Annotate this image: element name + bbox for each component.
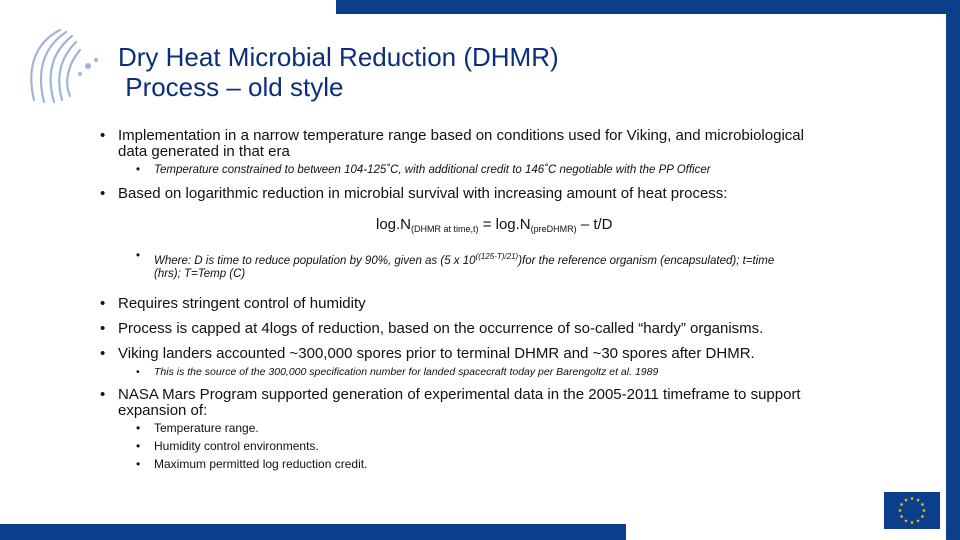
eu-star-icon [904, 518, 908, 523]
bullet-implementation: • Implementation in a narrow temperature… [100, 127, 804, 160]
title-line-1: Dry Heat Microbial Reduction (DHMR) [118, 42, 559, 72]
eu-star-icon [910, 520, 914, 525]
bullet-text: Based on logarithmic reduction in microb… [118, 185, 728, 202]
sub-bullet-temperature: • Temperature constrained to between 104… [136, 164, 711, 177]
eu-star-icon [916, 518, 920, 523]
sub-bullet-log-credit: • Maximum permitted log reduction credit… [136, 457, 368, 471]
bullet-text-line-2: expansion of: [118, 402, 208, 419]
bullet-text-line-1: NASA Mars Program supported generation o… [118, 386, 801, 403]
eu-star-icon [920, 514, 925, 519]
bullet-text-line-2: data generated in that era [118, 143, 290, 160]
bullet-dot: • [100, 386, 106, 403]
formula-part-3: – t/D [576, 216, 613, 233]
sub-bullet-specification: • This is the source of the 300,000 spec… [136, 366, 659, 379]
bullet-dot: • [100, 185, 106, 202]
bullet-viking-spores: • Viking landers accounted ~300,000 spor… [100, 345, 755, 362]
bullet-logarithmic: • Based on logarithmic reduction in micr… [100, 185, 728, 202]
formula-sub-2: (preDHMR) [530, 224, 577, 234]
bullet-dot: • [136, 366, 140, 378]
eu-star-icon [910, 496, 914, 501]
bullet-dot: • [136, 439, 141, 453]
eu-star-icon [899, 514, 904, 519]
bullet-text: Process is capped at 4logs of reduction,… [118, 320, 764, 337]
formula-definitions: • Where: D is time to reduce population … [136, 250, 775, 281]
bullet-text: Requires stringent control of humidity [118, 295, 366, 312]
bullet-dot: • [100, 320, 106, 337]
bullet-dot: • [136, 421, 141, 435]
eu-star-icon [904, 498, 908, 502]
where-text-post: )for the reference organism (encapsulate… [518, 255, 775, 267]
bullet-dot: • [136, 250, 141, 262]
bullet-dot: • [100, 127, 106, 144]
formula-part-1: log.N [376, 216, 412, 233]
sub-bullet-text: Maximum permitted log reduction credit. [154, 457, 368, 471]
top-band [336, 0, 960, 14]
bullet-humidity: • Requires stringent control of humidity [100, 295, 366, 312]
eu-star-icon [920, 502, 925, 507]
bottom-band [0, 524, 626, 540]
eu-flag-icon [884, 492, 940, 529]
eu-star-icon [899, 502, 904, 507]
bullet-text-line-1: Implementation in a narrow temperature r… [118, 127, 804, 144]
formula-part-2: = log.N [478, 216, 531, 233]
bullet-nasa-mars: • NASA Mars Program supported generation… [100, 386, 801, 419]
sub-bullet-text: Temperature range. [154, 421, 259, 435]
bullet-dot: • [136, 457, 141, 471]
sub-bullet-text: This is the source of the 300,000 specif… [154, 366, 659, 378]
sub-bullet-text: Temperature constrained to between 104-1… [154, 164, 711, 176]
bullet-dot: • [136, 164, 141, 176]
where-line-2: (hrs); T=Temp (C) [154, 268, 246, 280]
bullet-text: Viking landers accounted ~300,000 spores… [118, 345, 755, 362]
eu-star-icon [916, 498, 920, 502]
where-exponent: ((125-T)/21) [475, 252, 519, 261]
right-band [946, 0, 960, 540]
formula-sub-1: (DHMR at time,t) [411, 224, 479, 234]
bullet-log-cap: • Process is capped at 4logs of reductio… [100, 320, 764, 337]
eu-star-icon [898, 508, 902, 513]
title-line-2: Process – old style [118, 72, 344, 102]
bullet-dot: • [100, 295, 106, 312]
bullet-dot: • [100, 345, 106, 362]
where-text-pre: Where: D is time to reduce population by… [154, 255, 476, 267]
sub-bullet-temperature-range: • Temperature range. [136, 421, 259, 435]
sub-bullet-humidity-control: • Humidity control environments. [136, 439, 319, 453]
sub-bullet-text: Humidity control environments. [154, 439, 319, 453]
reduction-formula: log.N(DHMR at time,t) = log.N(preDHMR) –… [376, 216, 613, 234]
page-title: Dry Heat Microbial Reduction (DHMR) Proc… [118, 42, 718, 102]
eu-star-icon [922, 508, 926, 513]
esa-swirl-logo-icon [30, 28, 98, 104]
